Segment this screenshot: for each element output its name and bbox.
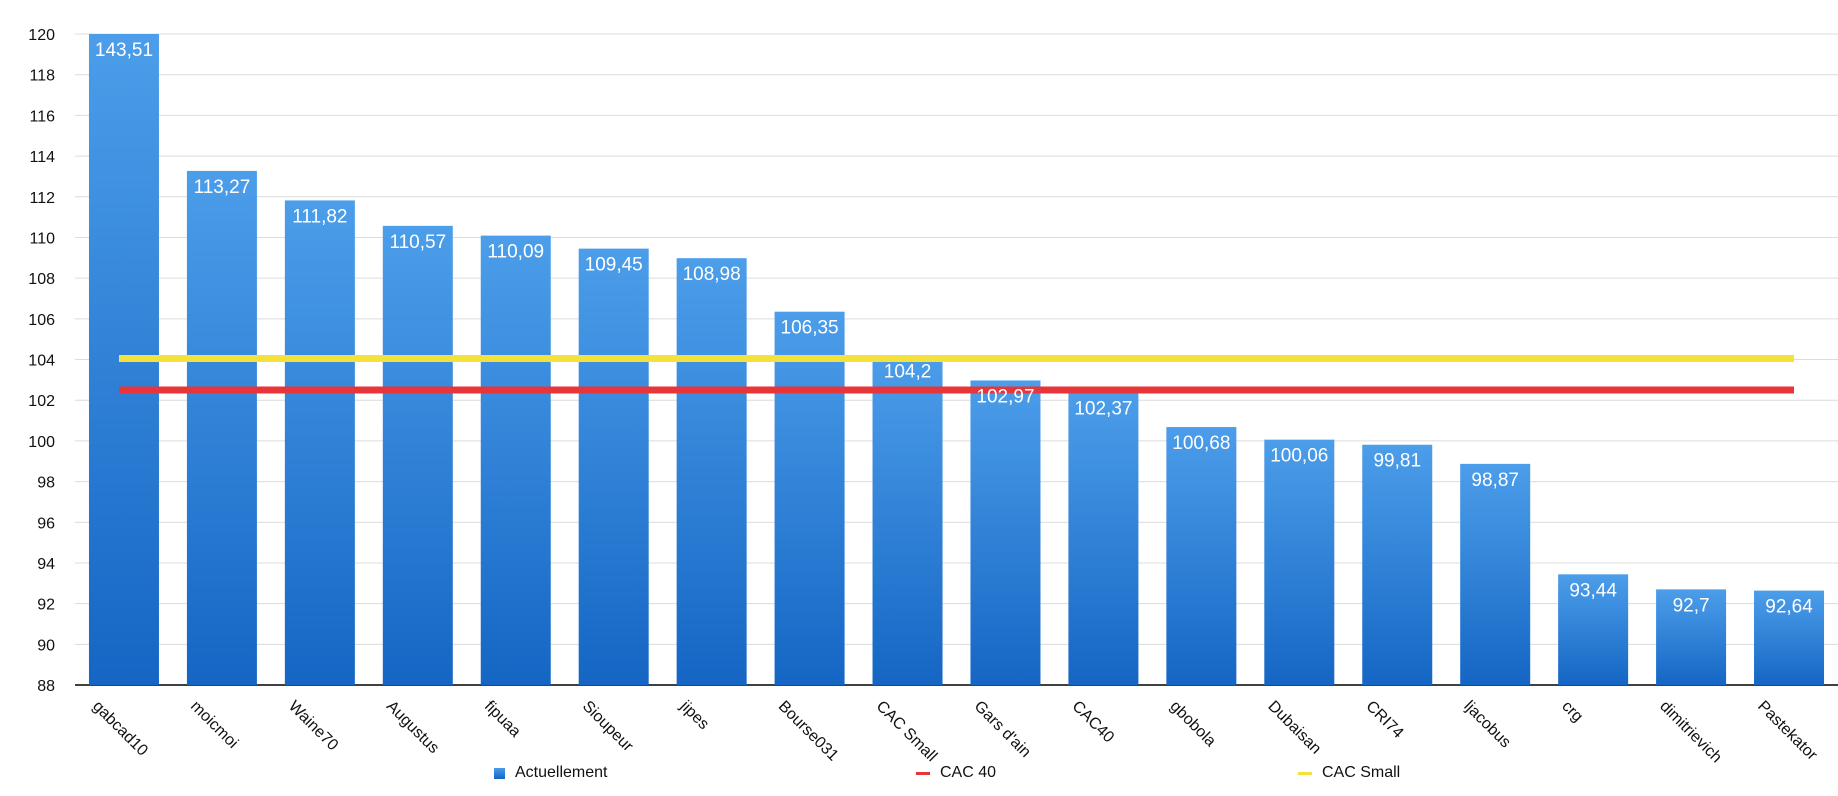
- x-tick-label: gbobola: [1167, 698, 1219, 750]
- x-tick-label: Waine70: [285, 698, 341, 754]
- data-label: 106,35: [781, 318, 839, 339]
- x-tick-label: Sioupeur: [579, 698, 637, 756]
- y-tick-label: 118: [29, 68, 55, 85]
- data-label: 99,81: [1373, 451, 1421, 472]
- bar-5: [578, 248, 649, 685]
- data-label: 102,97: [976, 386, 1034, 407]
- x-tick-label: fipuaa: [481, 698, 524, 741]
- data-label: 113,27: [194, 177, 251, 198]
- y-tick-label: 88: [37, 678, 55, 695]
- bar-9: [970, 380, 1041, 685]
- x-tick-label: Pastekator: [1754, 698, 1821, 765]
- legend: Actuellement CAC 40 CAC Small: [0, 764, 1838, 788]
- data-label: 104,2: [884, 361, 932, 382]
- gridlines: [75, 33, 1838, 645]
- data-label: 109,45: [585, 255, 643, 276]
- data-label: 111,82: [292, 206, 347, 227]
- data-label: 100,06: [1270, 446, 1328, 467]
- y-tick-label: 106: [28, 312, 55, 329]
- data-label: 143,51: [95, 40, 153, 61]
- y-tick-label: 104: [28, 353, 55, 370]
- y-axis: 88 90 92 94 96 98 100 102 104 106 108 110 112 114 116 1…: [28, 27, 1838, 695]
- legend-swatch-cacsmall: [1298, 771, 1312, 775]
- data-label: 110,57: [389, 232, 446, 253]
- y-tick-label: 98: [37, 475, 55, 492]
- bar-11: [1166, 427, 1237, 685]
- x-tick-label: Bourse031: [775, 698, 842, 765]
- x-tick-label: ljacobus: [1460, 698, 1514, 752]
- y-tick-label: 96: [37, 515, 55, 532]
- x-tick-label: Gars d'ain: [971, 698, 1034, 761]
- bar-13: [1362, 444, 1433, 685]
- x-tick-label: moicmoi: [187, 698, 241, 752]
- data-label: 100,68: [1172, 433, 1230, 454]
- x-tick-label: CAC40: [1069, 698, 1118, 747]
- x-tick-label: gabcad10: [89, 698, 151, 760]
- data-label: 93,44: [1569, 580, 1617, 601]
- legend-label-cacsmall: CAC Small: [1322, 764, 1401, 781]
- x-tick-label: CAC Small: [873, 698, 940, 765]
- bar-8: [872, 355, 943, 685]
- bar-3: [382, 225, 453, 686]
- y-tick-label: 92: [37, 597, 55, 614]
- x-tick-label: CRI74: [1362, 698, 1406, 742]
- legend-swatch-actuellement: [494, 767, 505, 779]
- bar-4: [480, 235, 551, 685]
- x-tick-label: Dubaisan: [1264, 698, 1324, 758]
- x-tick-label: jipes: [676, 697, 712, 733]
- bar-2: [284, 200, 355, 686]
- y-tick-label: 94: [37, 556, 55, 573]
- bar-16: [1656, 589, 1727, 685]
- legend-label-cac40: CAC 40: [940, 764, 997, 781]
- x-tick-label: dimitrievich: [1656, 698, 1725, 767]
- data-labels: 143,51 113,27 111,82 110,57 110,09 109,45 108,…: [95, 40, 1813, 618]
- y-tick-label: 114: [29, 149, 55, 166]
- y-tick-label: 100: [28, 434, 55, 451]
- y-tick-label: 108: [28, 271, 55, 288]
- legend-item-cacsmall: CAC Small: [1298, 764, 1400, 782]
- y-tick-label: 120: [28, 27, 55, 44]
- bar-7: [774, 311, 845, 685]
- bar-10: [1068, 392, 1139, 685]
- y-tick-label: 116: [29, 108, 55, 125]
- y-tick-label: 90: [37, 637, 55, 654]
- data-label: 98,87: [1471, 470, 1519, 491]
- y-tick-label: 112: [29, 190, 55, 207]
- bar-15: [1558, 574, 1629, 685]
- y-tick-label: 110: [29, 230, 55, 247]
- bar-12: [1264, 439, 1335, 685]
- bar-1: [186, 170, 257, 685]
- legend-swatch-cac40: [916, 771, 930, 775]
- data-label: 92,7: [1673, 595, 1710, 616]
- data-label: 110,09: [487, 242, 544, 263]
- data-label: 108,98: [683, 264, 741, 285]
- x-axis: gabcad10 moicmoi Waine70 Augustus fipuaa Siou…: [89, 697, 1821, 766]
- y-tick-label: 102: [28, 393, 55, 410]
- bar-6: [676, 258, 747, 685]
- legend-label-actuellement: Actuellement: [515, 764, 608, 781]
- legend-item-cac40: CAC 40: [916, 764, 996, 782]
- bar-14: [1460, 463, 1531, 685]
- bar-17: [1754, 590, 1825, 685]
- x-tick-label: Augustus: [383, 698, 442, 757]
- data-label: 92,64: [1765, 597, 1813, 618]
- data-label: 102,37: [1074, 399, 1132, 420]
- reference-lines: [118, 354, 1795, 394]
- legend-item-actuellement: Actuellement: [494, 764, 608, 782]
- x-tick-label: crg: [1558, 698, 1586, 726]
